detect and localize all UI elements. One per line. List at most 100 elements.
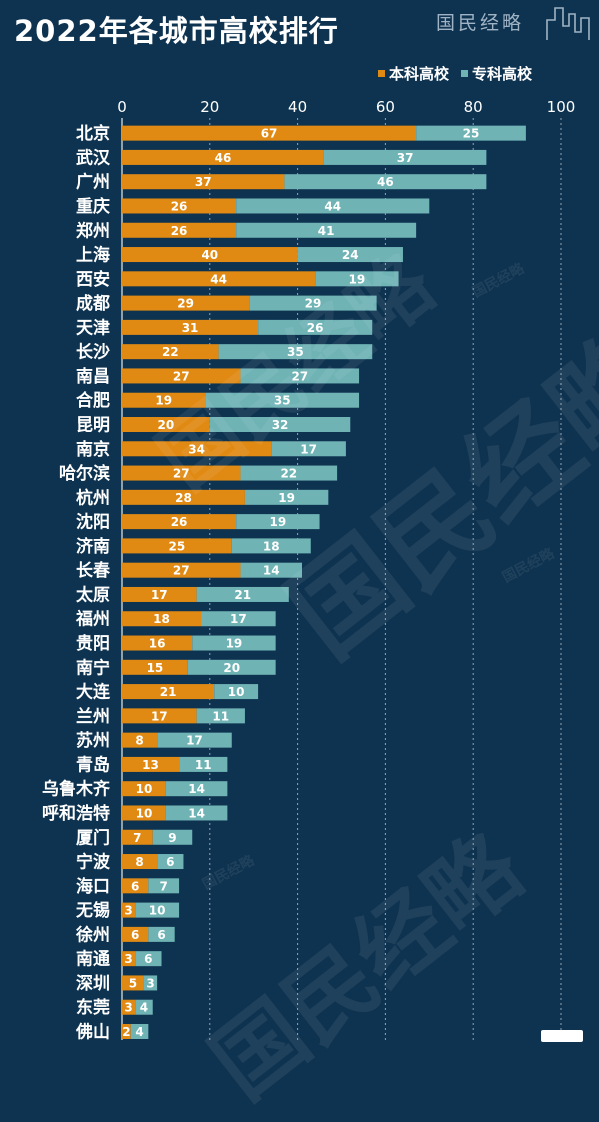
data-label-vocational: 6 [166, 855, 174, 869]
bar-undergrad [122, 295, 250, 311]
bar-vocational [187, 659, 276, 675]
category-label: 福州 [75, 609, 110, 630]
data-label-undergrad: 18 [153, 612, 170, 626]
data-label-vocational: 44 [324, 199, 341, 213]
data-label-undergrad: 34 [188, 442, 205, 456]
data-label-undergrad: 25 [169, 539, 186, 553]
category-label: 东莞 [76, 997, 110, 1018]
category-label: 上海 [76, 245, 110, 266]
category-label: 西安 [76, 269, 110, 290]
bar-vocational [196, 708, 245, 724]
brand-logo: 国民经略 [436, 12, 525, 34]
data-label-vocational: 20 [223, 661, 240, 675]
bar-vocational [165, 781, 228, 797]
skyline-logo-icon [546, 7, 590, 40]
bar-undergrad [122, 951, 136, 967]
data-label-vocational: 41 [318, 224, 335, 238]
bar-undergrad [122, 586, 197, 602]
category-label: 乌鲁木齐 [42, 779, 111, 800]
category-label: 青岛 [76, 754, 110, 775]
bar-vocational [240, 465, 338, 481]
category-label: 宁波 [76, 852, 111, 873]
category-label: 佛山 [75, 1022, 110, 1041]
data-label-vocational: 17 [230, 612, 247, 626]
bar-undergrad [122, 319, 259, 335]
bar-undergrad [122, 368, 241, 384]
category-label: 北京 [76, 123, 110, 144]
bar-undergrad [122, 878, 149, 894]
bar-vocational [236, 198, 430, 214]
data-label-vocational: 19 [278, 491, 295, 505]
bar-undergrad [122, 514, 237, 530]
bar-vocational [201, 611, 276, 627]
data-label-undergrad: 8 [135, 734, 143, 748]
bar-vocational [157, 854, 184, 870]
category-label: 徐州 [75, 924, 110, 945]
data-label-undergrad: 67 [261, 127, 278, 141]
data-label-undergrad: 27 [173, 564, 190, 578]
data-label-undergrad: 3 [124, 952, 132, 966]
x-tick-label-40: 40 [288, 98, 307, 116]
bar-vocational [315, 271, 399, 287]
bar-vocational [244, 489, 329, 505]
data-label-vocational: 11 [195, 758, 212, 772]
data-label-undergrad: 44 [210, 272, 227, 286]
legend-label-undergrad: 本科高校 [389, 65, 450, 83]
bar-undergrad [122, 635, 193, 651]
bar-vocational [130, 1024, 149, 1039]
data-label-undergrad: 7 [133, 831, 141, 845]
bar-vocational [148, 926, 175, 942]
bar-vocational [218, 344, 373, 360]
data-label-vocational: 14 [188, 806, 205, 820]
bar-vocational [271, 441, 346, 457]
data-label-undergrad: 21 [160, 685, 177, 699]
data-label-vocational: 7 [160, 879, 168, 893]
data-label-vocational: 14 [188, 782, 205, 796]
legend-item-vocational: 专科高校 [461, 63, 532, 84]
data-label-undergrad: 8 [135, 855, 143, 869]
data-label-undergrad: 27 [173, 467, 190, 481]
bar-undergrad [122, 975, 144, 991]
legend-swatch-vocational [461, 70, 469, 77]
data-label-undergrad: 6 [131, 879, 139, 893]
category-label: 沈阳 [76, 512, 110, 533]
bar-undergrad [122, 344, 219, 360]
data-label-undergrad: 22 [162, 345, 179, 359]
data-label-vocational: 17 [186, 734, 203, 748]
bar-undergrad [122, 854, 158, 870]
category-label: 大连 [76, 682, 111, 703]
data-label-undergrad: 26 [171, 199, 188, 213]
data-label-vocational: 21 [234, 588, 251, 602]
bar-undergrad [122, 441, 272, 457]
category-label: 哈尔滨 [59, 463, 110, 484]
bar-undergrad [122, 417, 210, 432]
bar-undergrad [122, 902, 136, 918]
data-label-vocational: 27 [291, 369, 308, 383]
data-label-vocational: 17 [300, 442, 317, 456]
category-label: 厦门 [76, 827, 110, 848]
category-label: 长沙 [76, 342, 110, 363]
data-label-undergrad: 10 [136, 782, 153, 796]
bar-undergrad [122, 198, 237, 214]
bar-undergrad [122, 562, 241, 578]
bar-undergrad [122, 538, 232, 554]
bar-undergrad [122, 805, 166, 821]
bar-undergrad [122, 271, 316, 287]
bar-vocational [297, 247, 403, 263]
category-label: 无锡 [75, 900, 110, 921]
data-label-vocational: 35 [274, 394, 291, 408]
bar-undergrad [122, 465, 241, 481]
data-label-undergrad: 17 [151, 709, 168, 723]
bar-vocational [196, 586, 289, 602]
bar-undergrad [122, 489, 245, 505]
category-label: 贵阳 [76, 633, 110, 654]
bar-vocational [249, 295, 377, 311]
bar-undergrad [122, 999, 136, 1015]
legend-item-undergrad: 本科高校 [378, 63, 449, 84]
category-label: 杭州 [76, 487, 110, 508]
bar-undergrad [122, 611, 202, 627]
data-label-vocational: 37 [397, 151, 414, 165]
x-tick-label-20: 20 [200, 98, 219, 116]
category-label: 海口 [76, 876, 110, 897]
category-label: 合肥 [76, 390, 110, 411]
